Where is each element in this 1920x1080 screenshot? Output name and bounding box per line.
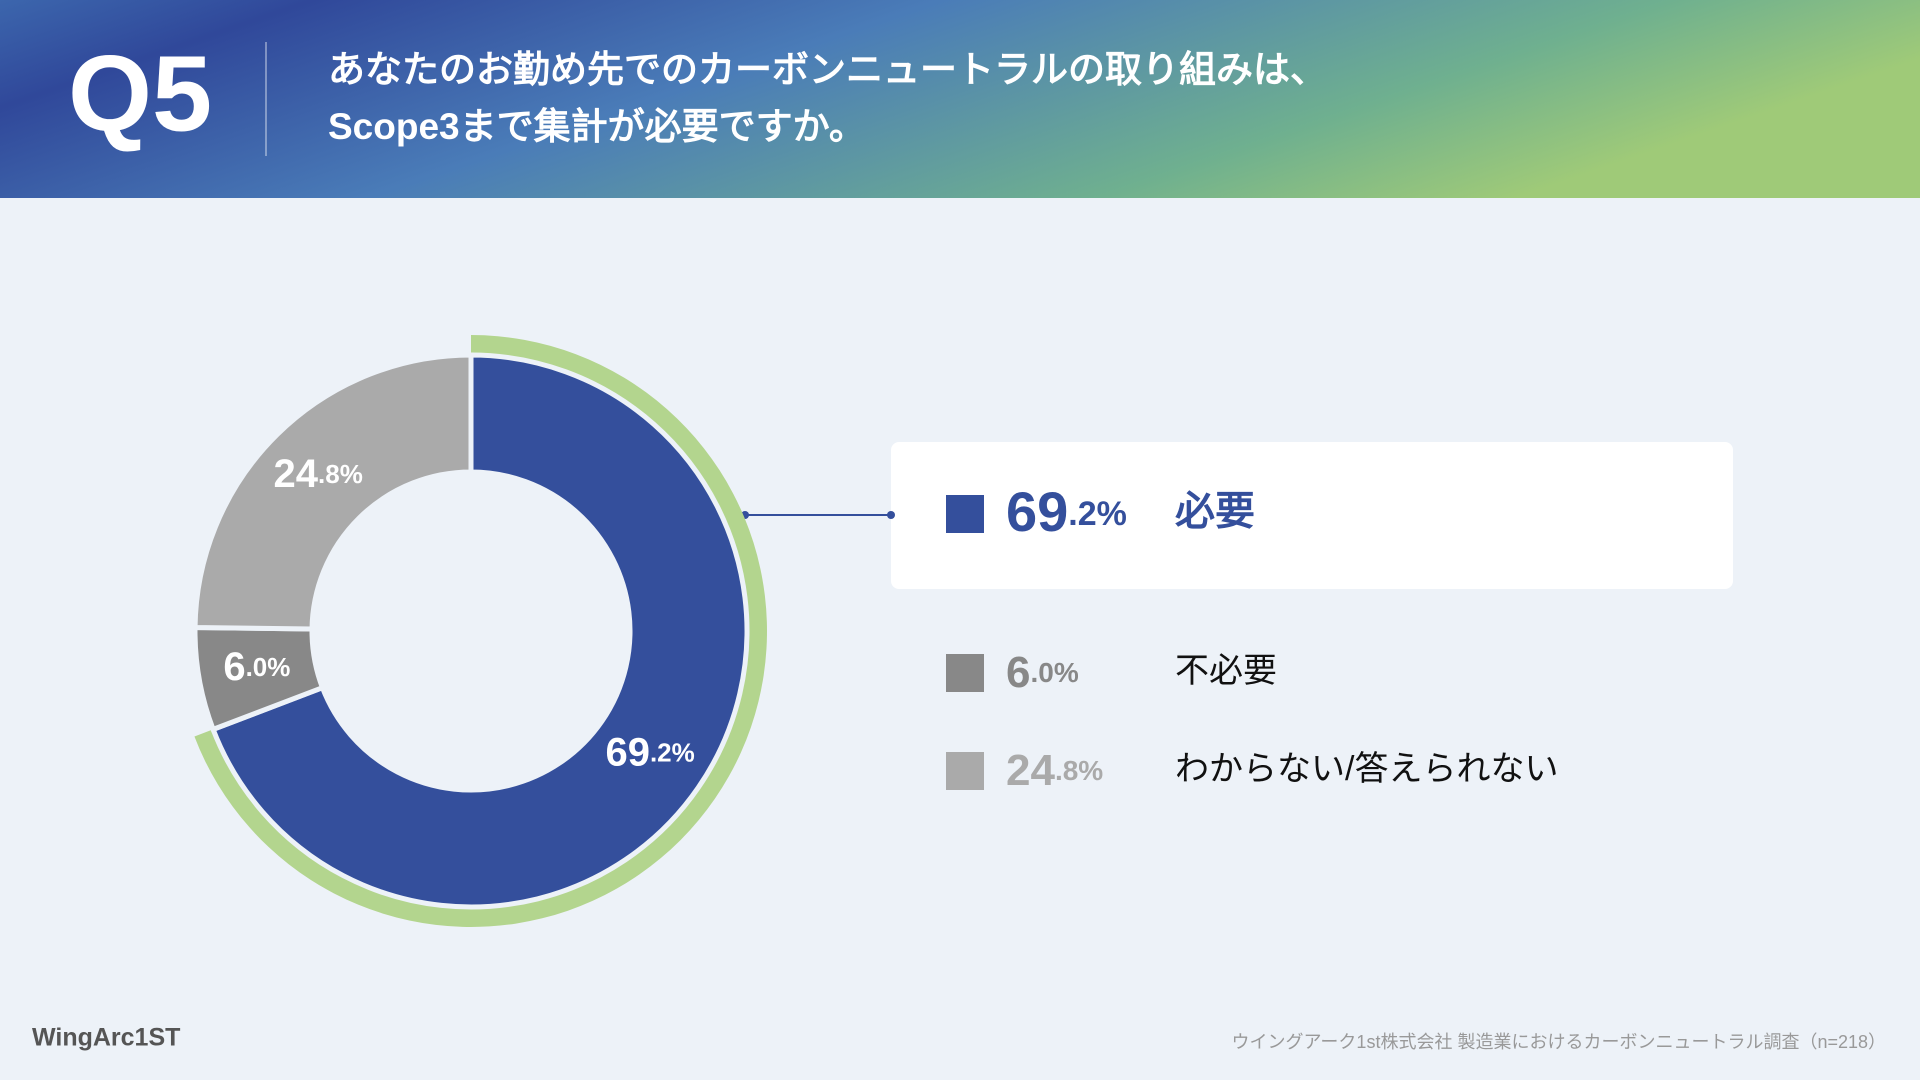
legend-label: わからない/答えられない [1175, 750, 1558, 788]
question-line: あなたのお勤め先でのカーボンニュートラルの取り組みは、 [328, 49, 1327, 90]
legend-value: 24.8% [1006, 746, 1103, 795]
question-line: Scope3まで集計が必要ですか。 [328, 106, 866, 147]
slice [192, 352, 474, 632]
legend-label: 不必要 [1175, 652, 1277, 690]
slice-label: 69.2% [605, 730, 694, 774]
legend-swatch [946, 495, 984, 533]
legend-value: 69.2% [1006, 480, 1127, 543]
legend-swatch [946, 752, 984, 790]
legend-swatch [946, 654, 984, 692]
slice-label: 24.8% [274, 452, 363, 496]
header-band [0, 0, 1920, 198]
legend-label: 必要 [1175, 490, 1255, 534]
source: ウイングアーク1st株式会社 製造業におけるカーボンニュートラル調査（n=218… [1232, 1032, 1886, 1052]
slice [209, 352, 750, 910]
question-number: Q5 [68, 33, 212, 154]
legend-value: 6.0% [1006, 648, 1079, 697]
slice-label: 6.0% [223, 645, 290, 689]
logo: WingArc1ST [32, 1024, 180, 1052]
connector-dot [887, 511, 895, 519]
highlight-box [891, 442, 1733, 589]
